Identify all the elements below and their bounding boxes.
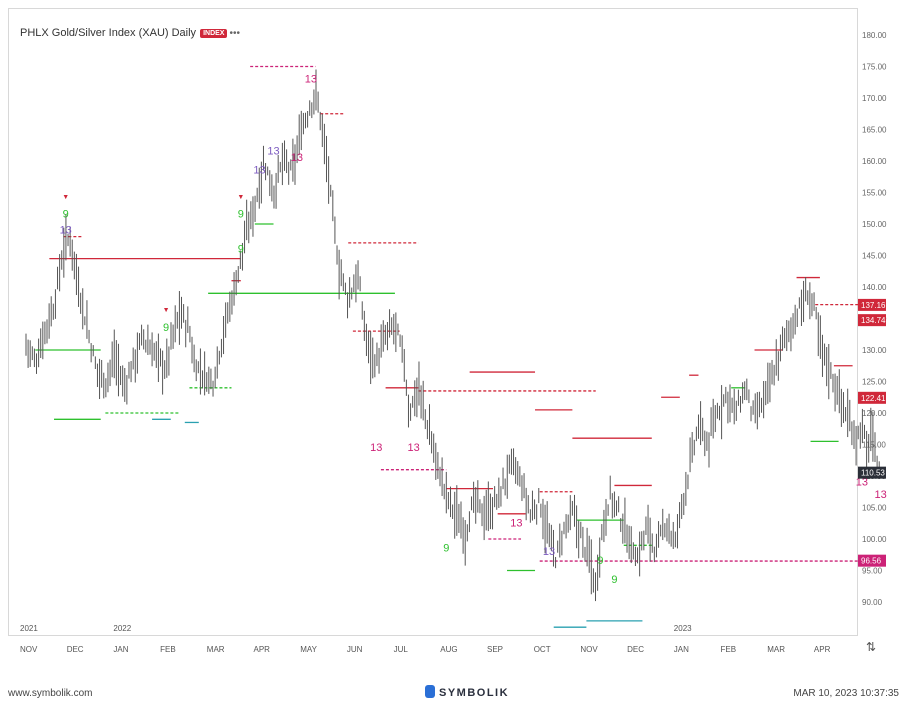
y-tick-label: 130.00 [862, 346, 887, 355]
timestamp: MAR 10, 2023 10:37:35 [793, 688, 899, 699]
year-label: 2021 [20, 624, 38, 633]
y-tick-label: 145.00 [862, 252, 887, 261]
count-label: 13 [856, 476, 868, 488]
y-tick-label: 95.00 [862, 567, 883, 576]
y-tick-label: 140.00 [862, 283, 887, 292]
y-tick-label: 105.00 [862, 504, 887, 513]
axis-scale-toggle-icon[interactable]: ⇅ [866, 640, 877, 654]
y-tick-label: 100.00 [862, 535, 887, 544]
y-tick-label: 115.00 [862, 441, 886, 450]
count-label: 13 [874, 489, 886, 501]
chart-title: PHLX Gold/Silver Index (XAU) Daily [20, 27, 197, 39]
price-tag-label: 134.74 [861, 316, 886, 325]
site-url[interactable]: www.symbolik.com [8, 688, 93, 699]
y-tick-label: 155.00 [862, 189, 887, 198]
price-tag-label: 110.53 [861, 469, 885, 478]
y-tick-label: 165.00 [862, 126, 887, 135]
count-label: ▼ [163, 307, 170, 314]
y-tick-label: 180.00 [862, 31, 887, 40]
price-tag-bg [858, 466, 886, 479]
price-tag-bg [858, 314, 886, 327]
count-label: 13 [543, 546, 555, 558]
year-label: 2022 [113, 624, 131, 633]
price-tag-label: 96.56 [861, 557, 882, 566]
x-tick-label: MAR [767, 645, 785, 654]
y-axis: 180.00 175.00 170.00 165.00 160.00 155.00 150.… [862, 31, 887, 607]
count-label: 9 [163, 322, 169, 334]
x-tick-label: JUN [347, 645, 363, 654]
count-label: 9 [443, 543, 449, 555]
x-tick-label: JAN [674, 645, 689, 654]
count-label: 9 [238, 243, 244, 255]
count-label: ▼ [237, 194, 244, 201]
price-bars [25, 69, 880, 602]
price-tags: 137.16 134.74 122.41 110.53 96.56 [858, 298, 886, 567]
count-label: 9 [63, 209, 69, 221]
more-options-icon[interactable]: ••• [229, 28, 240, 39]
x-tick-label: APR [254, 645, 271, 654]
x-tick-label: DEC [67, 645, 84, 654]
x-tick-label: APR [814, 645, 831, 654]
x-tick-label: SEP [487, 645, 503, 654]
x-tick-label: MAY [300, 645, 317, 654]
count-label: 13 [291, 152, 303, 164]
y-tick-label: 125.00 [862, 378, 887, 387]
x-tick-label: JUL [394, 645, 409, 654]
x-tick-label: FEB [721, 645, 737, 654]
year-label: 2023 [674, 624, 692, 633]
x-tick-label: NOV [20, 645, 38, 654]
count-label: ▼ [62, 194, 69, 201]
chart-frame [8, 8, 858, 636]
x-tick-label: NOV [580, 645, 598, 654]
count-label: 13 [60, 224, 72, 236]
brand-logo: SYMBOLIK [425, 685, 509, 699]
y-tick-label: 160.00 [862, 157, 887, 166]
symbolik-logo-icon [425, 685, 435, 698]
x-tick-label: OCT [534, 645, 551, 654]
price-tag-bg [858, 554, 886, 567]
count-label: 13 [407, 442, 419, 454]
count-label: 13 [510, 517, 522, 529]
y-tick-label: 90.00 [862, 598, 883, 607]
price-tag-bg [858, 391, 886, 404]
x-tick-label: FEB [160, 645, 176, 654]
count-label: 9 [611, 574, 617, 586]
y-tick-label: 175.00 [862, 63, 887, 72]
brand-name: SYMBOLIK [439, 687, 510, 699]
chart-title-block: PHLX Gold/Silver Index (XAU) Daily INDEX •… [20, 27, 240, 39]
count-label: 9 [238, 209, 244, 221]
price-tag-label: 122.41 [861, 394, 886, 403]
x-axis: NOV DEC JAN FEB MAR APR MAY JUN JUL AUG SEP OCT NOV D… [20, 624, 831, 654]
count-label: 13 [305, 73, 317, 85]
price-tag-label: 137.16 [861, 301, 886, 310]
signal-levels [35, 65, 881, 628]
price-tag-bg [858, 298, 886, 311]
x-tick-label: JAN [113, 645, 128, 654]
count-label: 9 [597, 555, 603, 567]
x-tick-label: AUG [440, 645, 457, 654]
y-tick-label: 150.00 [862, 220, 887, 229]
y-tick-label: 170.00 [862, 94, 887, 103]
x-tick-label: MAR [207, 645, 225, 654]
count-label: 13 [253, 165, 265, 177]
count-label: 13 [267, 146, 279, 158]
index-badge: INDEX [200, 29, 228, 38]
count-label: 13 [370, 442, 382, 454]
y-tick-label: 120.00 [862, 409, 887, 418]
x-tick-label: DEC [627, 645, 644, 654]
